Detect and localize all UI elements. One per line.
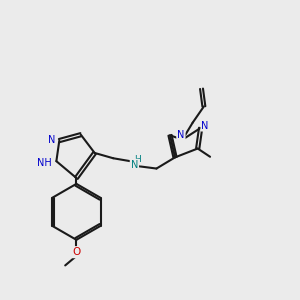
Text: N: N (48, 135, 56, 145)
Text: N: N (131, 160, 138, 170)
Text: O: O (72, 247, 80, 257)
Text: H: H (134, 155, 141, 164)
Text: NH: NH (37, 158, 52, 168)
Text: N: N (177, 130, 184, 140)
Text: N: N (201, 121, 209, 130)
